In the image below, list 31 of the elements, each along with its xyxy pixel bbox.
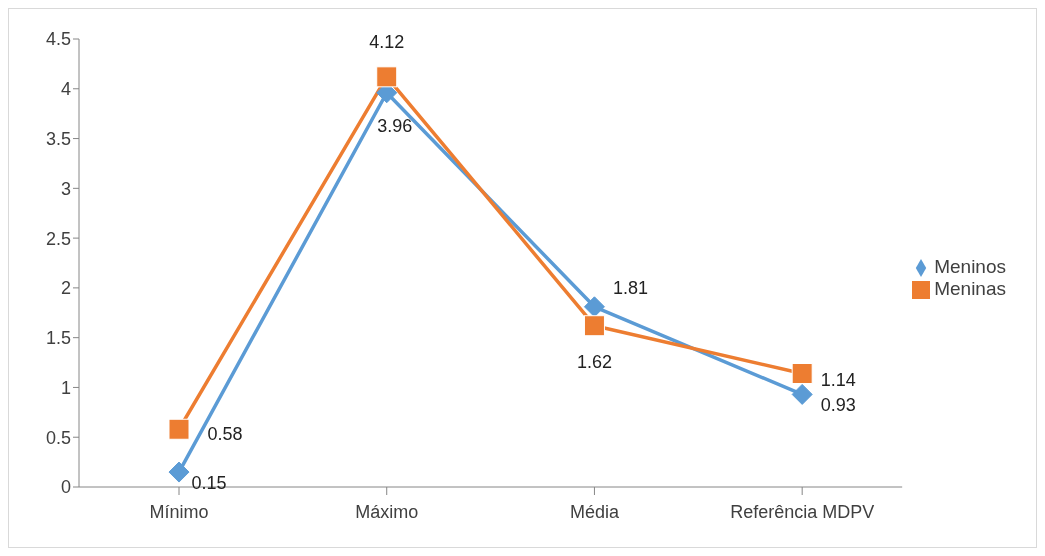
point: [583, 315, 605, 337]
y-tick-label: 2.5: [45, 228, 71, 249]
point: [791, 363, 813, 385]
x-tick-label: Máximo: [355, 501, 419, 522]
point: [583, 296, 605, 318]
legend-label: Meninos: [934, 256, 1006, 277]
y-tick-label: 3: [60, 178, 71, 199]
data-label: 0.15: [191, 472, 227, 493]
y-tick-label: 1.5: [45, 328, 71, 349]
data-label: 0.58: [207, 424, 243, 445]
x-tick-label: Mínimo: [149, 501, 209, 522]
point: [168, 461, 190, 483]
data-label: 4.12: [369, 31, 405, 52]
y-tick-label: 1: [60, 377, 71, 398]
y-tick-label: 3.5: [45, 128, 71, 149]
y-tick-label: 4.5: [45, 29, 71, 50]
legend-label: Meninas: [934, 278, 1006, 299]
x-tick-label: Referência MDPV: [730, 501, 875, 522]
point: [376, 66, 398, 88]
data-label: 3.96: [377, 115, 413, 136]
data-label: 0.93: [820, 395, 856, 416]
data-label: 1.14: [820, 370, 856, 391]
y-tick-label: 4: [60, 79, 71, 100]
y-tick-label: 0.5: [45, 427, 71, 448]
point: [791, 383, 813, 405]
point: [168, 418, 190, 440]
data-label: 1.81: [612, 277, 648, 298]
data-label: 1.62: [576, 352, 612, 373]
x-tick-label: Média: [569, 501, 620, 522]
y-tick-label: 0: [60, 477, 71, 498]
y-tick-label: 2: [60, 278, 71, 299]
